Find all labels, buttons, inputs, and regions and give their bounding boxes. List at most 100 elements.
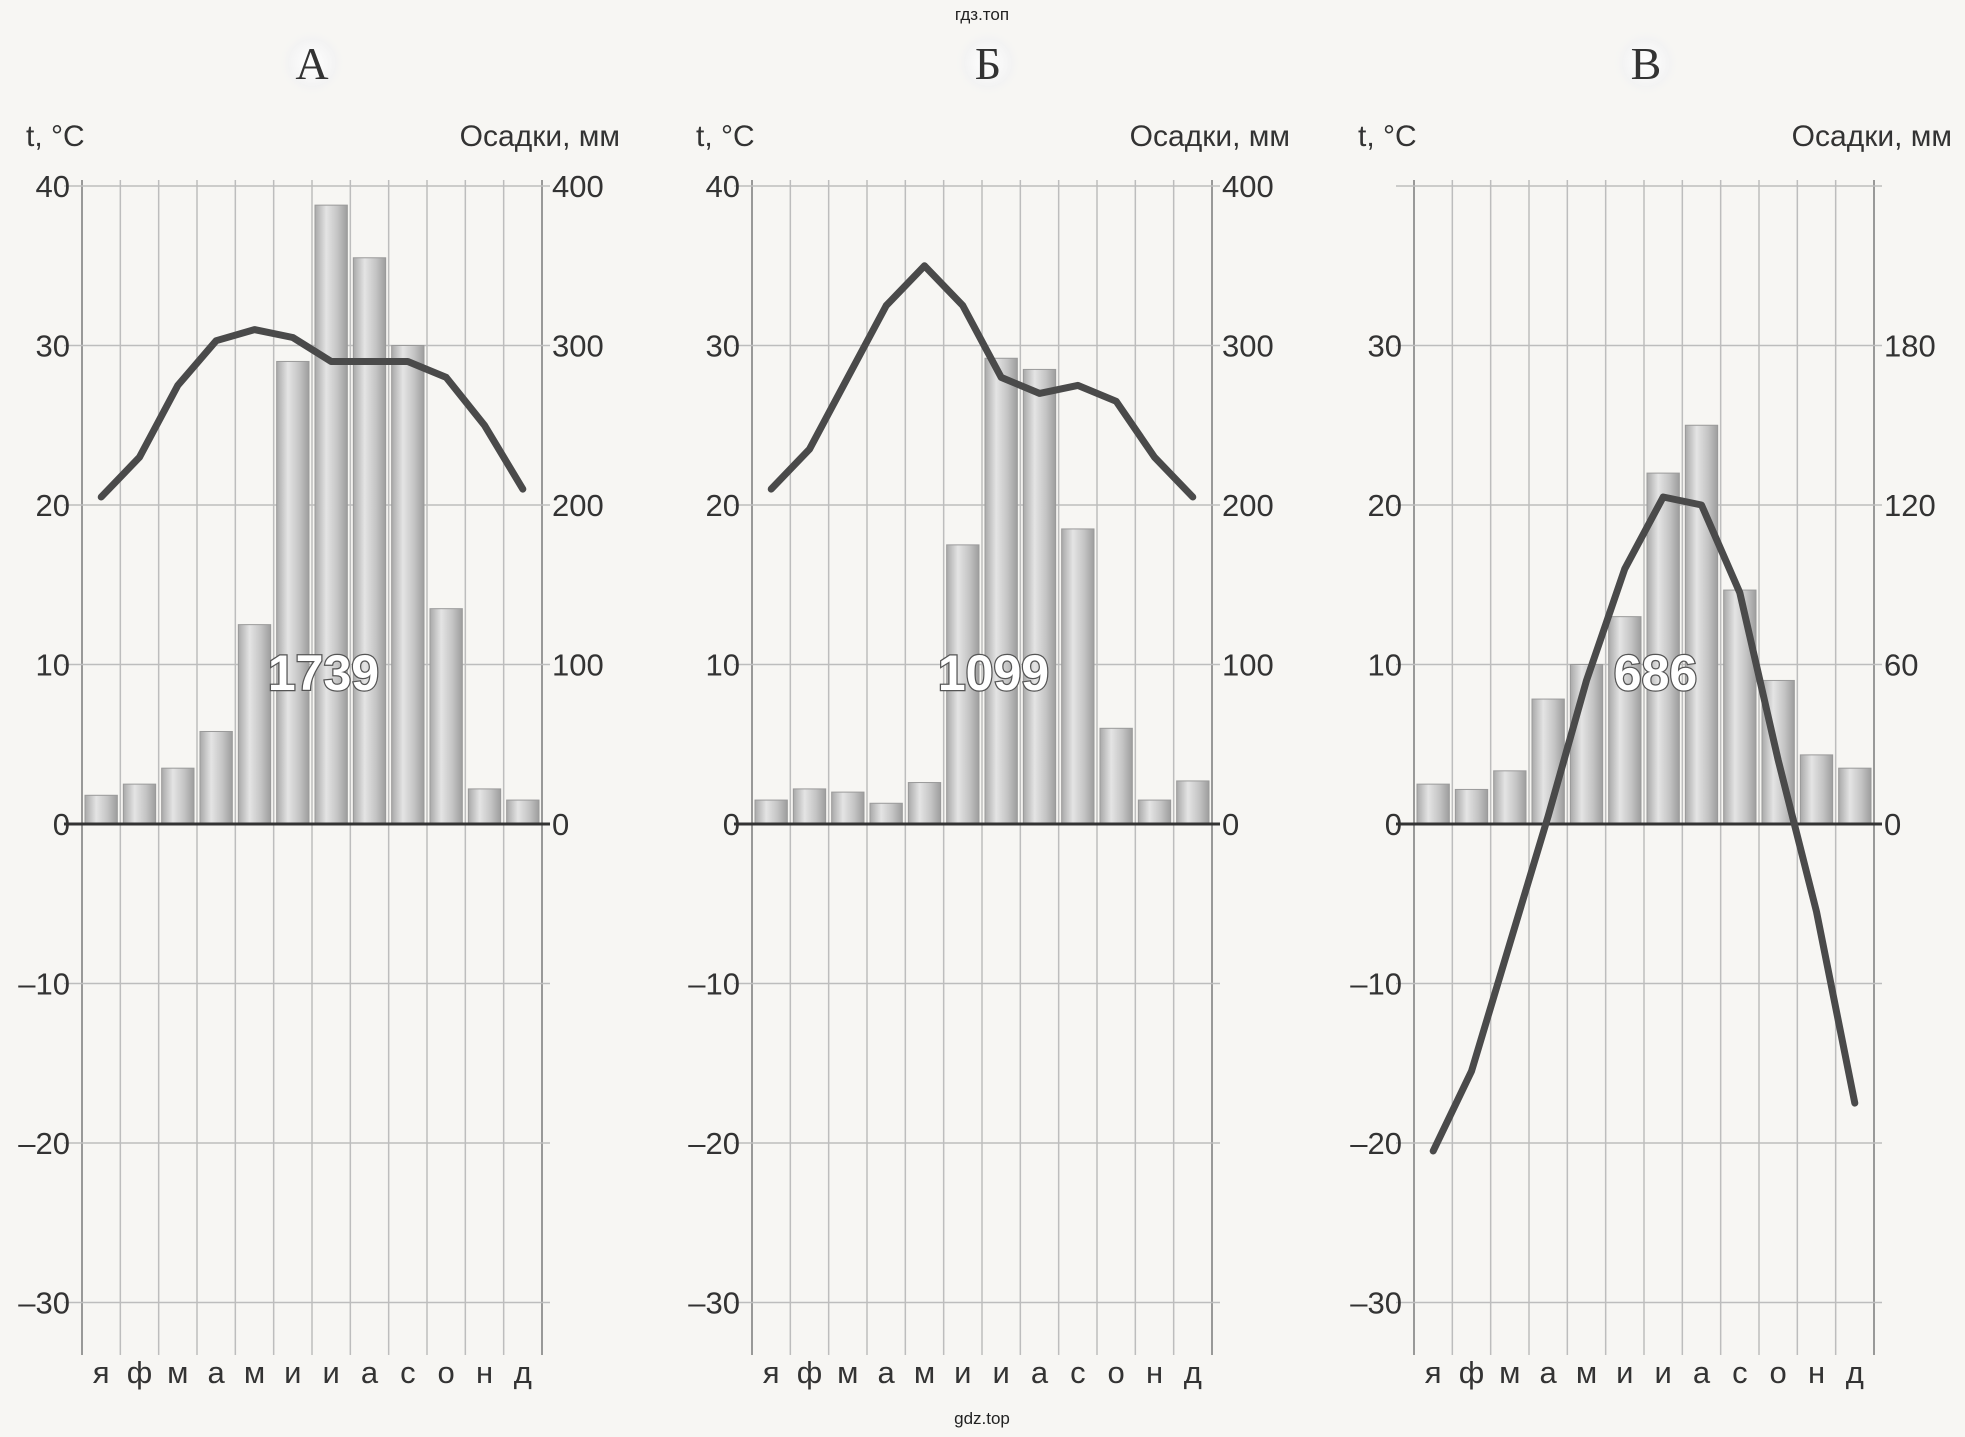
month-label-3: м	[837, 1355, 858, 1390]
month-label-5: м	[914, 1355, 935, 1390]
precip-bar-3	[831, 791, 865, 825]
panel-letter-glow	[1612, 29, 1680, 97]
temperature-point-8	[366, 358, 373, 365]
watermark-top: гдз.топ	[955, 5, 1009, 24]
month-label-8: а	[361, 1355, 379, 1390]
month-label-6: и	[284, 1355, 301, 1390]
temperature-point-12	[519, 486, 526, 493]
month-label-2: ф	[797, 1355, 823, 1390]
precip-tick-label: 0	[1884, 807, 1901, 842]
precip-bar-2	[1454, 788, 1489, 825]
chart-panel-2: Бt, °C Осадки, мм403020100–10–20–30400300…	[688, 29, 1290, 1390]
temp-tick-label: –20	[18, 1126, 70, 1161]
temperature-point-8	[1698, 502, 1705, 508]
temperature-point-8	[1036, 390, 1043, 397]
month-label-3: м	[1499, 1355, 1520, 1390]
temperature-point-6	[1621, 565, 1628, 572]
temp-tick-label: 10	[36, 648, 70, 683]
precip-bar-11	[467, 788, 502, 825]
month-label-2: ф	[127, 1355, 153, 1390]
temperature-point-12	[1851, 1100, 1858, 1107]
chart-panel-3: Вt, °C Осадки, мм 30 20 10 0 –10 –20 –30 180 120 60…	[1350, 29, 1952, 1390]
temp-tick-label: 30	[706, 329, 740, 364]
panel-letter-glow	[278, 29, 346, 97]
month-label-5: м	[244, 1355, 265, 1390]
temp-tick-label: –10	[18, 967, 70, 1002]
temperature-point-2	[806, 446, 813, 453]
precip-bar-8	[1022, 368, 1057, 825]
precip-tick-label: 100	[1222, 648, 1274, 683]
temp-tick-label: 30	[1368, 329, 1402, 364]
temp-tick-label: 20	[706, 488, 740, 523]
precip-bar-6	[1608, 616, 1642, 825]
precip-tick-label: 0	[552, 807, 569, 842]
temperature-line	[767, 262, 1197, 501]
month-label-6: и	[1616, 1355, 1633, 1390]
precip-bar-9	[1723, 589, 1757, 825]
temperature-point-5	[1583, 677, 1590, 684]
temperature-point-3	[844, 374, 851, 381]
precip-tick-label: 100	[552, 648, 604, 683]
month-label-1: я	[763, 1355, 780, 1390]
temperature-point-10	[443, 374, 450, 381]
temp-tick-label: –30	[1350, 1286, 1402, 1321]
precip-bar-2	[122, 783, 157, 825]
temperature-point-5	[251, 326, 258, 333]
month-label-4: а	[208, 1355, 226, 1390]
precip-bar-5	[907, 782, 942, 825]
precip-bar-7	[1646, 472, 1680, 825]
precip-bar-4	[869, 802, 903, 825]
temp-tick-label: 40	[36, 169, 70, 204]
precip-bar-8	[1684, 424, 1719, 825]
temp-tick-label: 20	[1368, 488, 1402, 523]
precip-bar-10	[1099, 727, 1133, 825]
temperature-point-11	[1151, 454, 1158, 461]
annual-precip-total: 1099	[938, 645, 1049, 701]
month-label-9: с	[1070, 1355, 1086, 1390]
month-label-7: и	[323, 1355, 340, 1390]
temp-tick-label: –30	[18, 1286, 70, 1321]
precip-bar-9	[1061, 528, 1095, 825]
chart-panels: Аt, °C Осадки, мм403020100–10–20–30400300…	[18, 29, 1952, 1390]
month-label-12: д	[514, 1355, 532, 1390]
precip-tick-label: 400	[1222, 169, 1274, 204]
precip-bar-5	[237, 624, 272, 825]
month-label-11: н	[476, 1355, 493, 1390]
temperature-point-7	[328, 358, 335, 365]
temp-tick-label: 30	[36, 329, 70, 364]
temperature-point-2	[136, 454, 143, 461]
precipitation-axis-title: Осадки, мм	[460, 120, 620, 153]
temperature-point-9	[404, 358, 411, 365]
temp-tick-label: –20	[1350, 1126, 1402, 1161]
temperature-point-12	[1189, 494, 1196, 501]
temperature-point-7	[1660, 494, 1667, 501]
month-label-10: о	[438, 1355, 455, 1390]
temperature-point-6	[289, 334, 296, 341]
temp-tick-label: –10	[688, 967, 740, 1002]
temp-tick-label: 40	[706, 169, 740, 204]
precip-bar-10	[429, 608, 463, 825]
precip-tick-label: 60	[1884, 648, 1918, 683]
temperature-point-11	[1813, 908, 1820, 915]
precip-bar-12	[1176, 780, 1210, 825]
month-label-2: ф	[1459, 1355, 1485, 1390]
precip-tick-label: 400	[552, 169, 604, 204]
precip-tick-label: 120	[1884, 488, 1936, 523]
temperature-point-4	[213, 337, 220, 344]
month-label-4: а	[1540, 1355, 1558, 1390]
temp-tick-label: 0	[1385, 807, 1402, 842]
month-label-9: с	[400, 1355, 416, 1390]
temp-tick-label: –30	[688, 1286, 740, 1321]
month-label-8: а	[1693, 1355, 1711, 1390]
month-label-6: и	[954, 1355, 971, 1390]
precip-bar-9	[391, 345, 425, 825]
temp-tick-label: 10	[706, 648, 740, 683]
temp-tick-label: 0	[53, 807, 70, 842]
precip-bar-7	[314, 204, 348, 825]
precip-tick-label: 0	[1222, 807, 1239, 842]
precip-bar-11	[1799, 754, 1834, 825]
precip-bar-3	[1493, 770, 1527, 825]
temperature-point-3	[1506, 940, 1513, 947]
month-label-1: я	[93, 1355, 110, 1390]
